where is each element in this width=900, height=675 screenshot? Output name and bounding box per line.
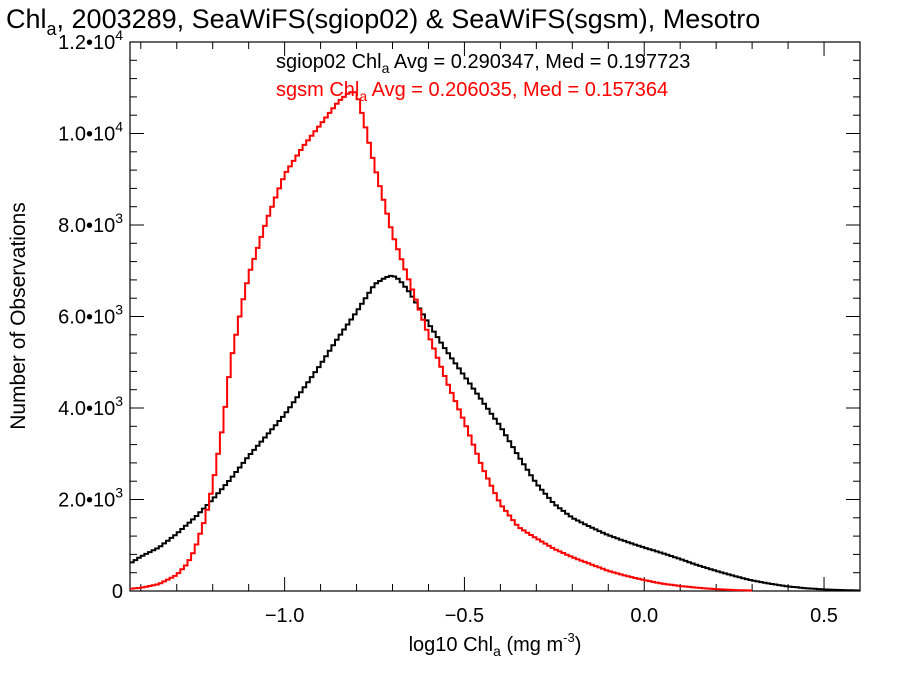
legend-entry-sgsm: sgsm Chla Avg = 0.206035, Med = 0.157364: [276, 79, 668, 104]
x-axis-label-mid: (mg m: [501, 634, 563, 656]
chart-title-post: , 2003289, SeaWiFS(sgiop02) & SeaWiFS(sg…: [57, 4, 761, 34]
y-tick-label: 2.0•103: [58, 485, 123, 512]
x-tick-label: 0.0: [630, 605, 658, 627]
legend-sgiop02-post: Avg = 0.290347, Med = 0.197723: [389, 51, 690, 73]
legend-sgiop02-pre: sgiop02 Chl: [276, 51, 382, 73]
y-tick-label: 8.0•103: [58, 210, 123, 237]
y-tick-label: 1.0•104: [58, 119, 123, 146]
legend-sgsm-sub: a: [359, 88, 367, 104]
legend-sgsm-pre: sgsm Chl: [276, 79, 359, 101]
chart-title-pre: Chl: [6, 4, 47, 34]
y-tick-label: 1.2•104: [58, 27, 123, 54]
x-tick-label: −1.0: [265, 605, 304, 627]
x-tick-labels: −1.0 −0.5 0.0 0.5: [265, 605, 838, 627]
y-axis-label: Number of Observations: [7, 202, 30, 430]
x-axis-label-post: ): [575, 634, 582, 656]
x-tick-label: −0.5: [445, 605, 484, 627]
y-tick-labels: 0 2.0•103 4.0•103 6.0•103 8.0•103 1.0•104 1.2•…: [58, 27, 123, 603]
series-group: [130, 91, 860, 592]
x-axis-label-sup: -3: [563, 630, 575, 645]
x-axis-label-pre: log10 Chl: [409, 634, 494, 656]
x-axis-label: log10 Chla (mg m-3): [409, 630, 582, 659]
legend-entry-sgiop02: sgiop02 Chla Avg = 0.290347, Med = 0.197…: [276, 51, 690, 76]
legend-sgiop02-sub: a: [382, 60, 390, 76]
x-tick-label: 0.5: [810, 605, 838, 627]
legend-sgsm-post: Avg = 0.206035, Med = 0.157364: [367, 79, 668, 101]
series-sgiop02-line: [130, 274, 860, 592]
chart-title: Chla, 2003289, SeaWiFS(sgiop02) & SeaWiF…: [6, 4, 760, 39]
series-sgsm-line: [130, 91, 753, 592]
y-tick-label: 0: [112, 581, 123, 603]
x-axis-label-sub: a: [493, 643, 501, 659]
y-tick-label: 6.0•103: [58, 302, 123, 329]
y-tick-label: 4.0•103: [58, 393, 123, 420]
chart-title-sub: a: [47, 19, 58, 39]
